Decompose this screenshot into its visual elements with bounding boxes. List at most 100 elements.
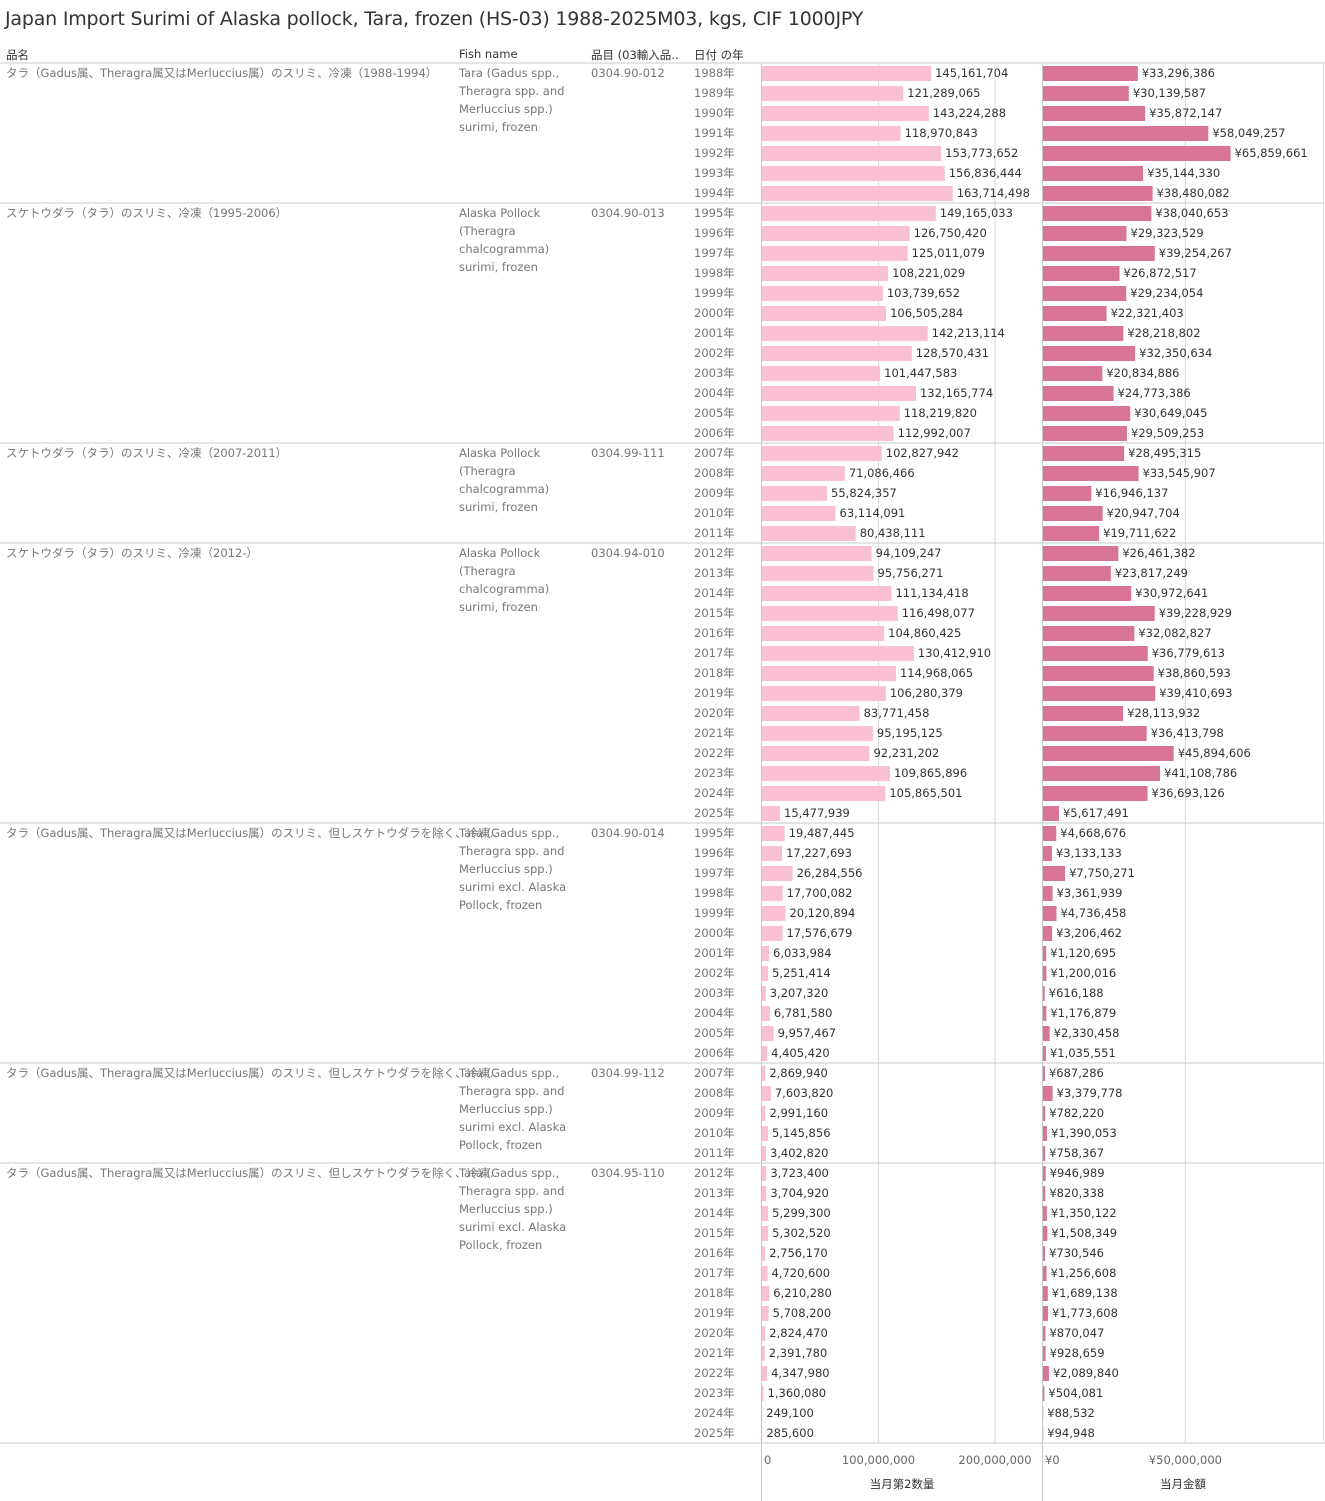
quantity-bar (762, 966, 769, 981)
year-label: 2001年 (694, 946, 735, 960)
quantity-label: 104,860,425 (888, 626, 961, 640)
value-label: ¥1,689,138 (1052, 1286, 1118, 1300)
value-label: ¥41,108,786 (1164, 766, 1237, 780)
group-fish-name: Tara (Gadus spp., (458, 1066, 559, 1080)
quantity-label: 285,600 (766, 1426, 814, 1440)
value-label: ¥23,817,249 (1115, 566, 1188, 580)
quantity-bar (762, 186, 953, 201)
quantity-label: 20,120,894 (789, 906, 855, 920)
axis-tick-label: 100,000,000 (842, 1453, 915, 1467)
quantity-label: 153,773,652 (945, 146, 1018, 160)
value-label: ¥3,379,778 (1057, 1086, 1123, 1100)
value-label: ¥19,711,622 (1103, 526, 1176, 540)
quantity-bar (762, 666, 896, 681)
quantity-label: 143,224,288 (933, 106, 1006, 120)
quantity-label: 71,086,466 (849, 466, 915, 480)
quantity-label: 109,865,896 (894, 766, 967, 780)
value-bar (1043, 1286, 1048, 1301)
value-label: ¥1,508,349 (1051, 1226, 1117, 1240)
quantity-bar (762, 786, 886, 801)
year-label: 2019年 (694, 1306, 735, 1320)
value-bar (1043, 106, 1146, 121)
quantity-bar (762, 106, 929, 121)
quantity-label: 19,487,445 (789, 826, 855, 840)
year-label: 2005年 (694, 1026, 735, 1040)
value-bar (1043, 266, 1120, 281)
quantity-bar (762, 286, 883, 301)
value-label: ¥30,649,045 (1134, 406, 1207, 420)
year-label: 2006年 (694, 426, 735, 440)
quantity-label: 149,165,033 (940, 206, 1013, 220)
year-label: 1995年 (694, 826, 735, 840)
value-label: ¥88,532 (1047, 1406, 1095, 1420)
column-header-name-jp[interactable]: 品名 (6, 48, 29, 62)
year-label: 2016年 (694, 626, 735, 640)
year-label: 2020年 (694, 1326, 735, 1340)
value-bar (1043, 1246, 1046, 1261)
value-bar (1043, 1046, 1046, 1061)
year-label: 2022年 (694, 746, 735, 760)
quantity-bar (762, 1226, 769, 1241)
year-label: 1998年 (694, 266, 735, 280)
value-label: ¥35,144,330 (1147, 166, 1220, 180)
quantity-bar (762, 1006, 770, 1021)
group-fish-name: surimi, frozen (459, 260, 538, 274)
value-bar (1043, 606, 1155, 621)
quantity-bar (762, 1186, 767, 1201)
group-fish-name: Theragra spp. and (458, 1184, 564, 1198)
column-header-code[interactable]: 品目 (03輸入品.. (591, 48, 679, 62)
year-label: 1988年 (694, 66, 735, 80)
year-label: 2012年 (694, 1166, 735, 1180)
quantity-label: 249,100 (766, 1406, 814, 1420)
value-label: ¥30,972,641 (1135, 586, 1208, 600)
group-fish-name: surimi, frozen (459, 500, 538, 514)
quantity-label: 4,405,420 (771, 1046, 830, 1060)
year-label: 2023年 (694, 1386, 735, 1400)
group-fish-name: Theragra spp. and (458, 1084, 564, 1098)
quantity-label: 103,739,652 (887, 286, 960, 300)
quantity-label: 112,992,007 (898, 426, 971, 440)
quantity-bar (762, 746, 870, 761)
quantity-label: 15,477,939 (784, 806, 850, 820)
value-label: ¥1,120,695 (1050, 946, 1116, 960)
quantity-bar (762, 1106, 766, 1121)
quantity-label: 4,347,980 (771, 1366, 830, 1380)
quantity-bar (762, 1126, 768, 1141)
value-bar (1043, 466, 1139, 481)
quantity-bar (762, 1066, 766, 1081)
year-label: 2011年 (694, 526, 735, 540)
column-header-fish-name[interactable]: Fish name (459, 47, 518, 61)
group-fish-name: Theragra spp. and (458, 844, 564, 858)
value-label: ¥4,668,676 (1060, 826, 1126, 840)
quantity-bar (762, 606, 898, 621)
year-label: 2021年 (694, 726, 735, 740)
value-bar (1043, 586, 1132, 601)
value-bar (1043, 666, 1154, 681)
year-label: 1997年 (694, 866, 735, 880)
year-label: 1990年 (694, 106, 735, 120)
quantity-label: 118,219,820 (904, 406, 977, 420)
quantity-bar (762, 146, 942, 161)
value-label: ¥45,894,606 (1178, 746, 1251, 760)
quantity-label: 6,781,580 (774, 1006, 833, 1020)
axis-title: 当月第2数量 (870, 1477, 935, 1491)
year-label: 2015年 (694, 606, 735, 620)
quantity-bar (762, 1146, 766, 1161)
quantity-bar (762, 126, 901, 141)
year-label: 2013年 (694, 1186, 735, 1200)
year-label: 2001年 (694, 326, 735, 340)
value-label: ¥782,220 (1049, 1106, 1104, 1120)
value-label: ¥1,256,608 (1051, 1266, 1117, 1280)
value-bar (1043, 146, 1231, 161)
quantity-label: 125,011,079 (912, 246, 985, 260)
value-bar (1043, 806, 1059, 821)
group-fish-name: Alaska Pollock (459, 446, 541, 460)
year-label: 2007年 (694, 1066, 735, 1080)
value-bar (1043, 1006, 1047, 1021)
group-fish-name: surimi excl. Alaska (459, 880, 566, 894)
column-header-year[interactable]: 日付 の年 (694, 48, 744, 62)
quantity-label: 142,213,114 (932, 326, 1005, 340)
year-label: 2020年 (694, 706, 735, 720)
value-bar (1043, 1086, 1053, 1101)
